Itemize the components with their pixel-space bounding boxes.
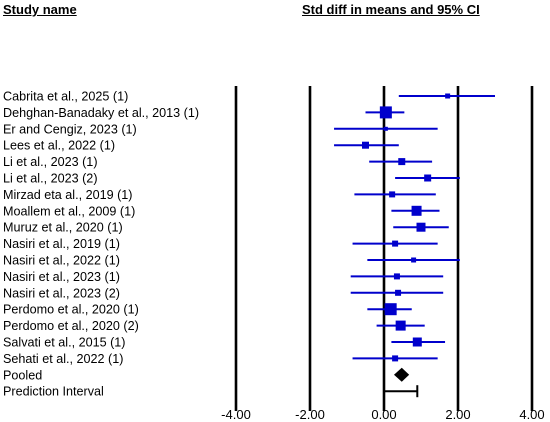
study-effect-square	[416, 222, 426, 232]
study-label: Nasiri et al., 2023 (1)	[3, 270, 120, 284]
study-name-header: Study name	[3, 2, 77, 17]
x-tick-label: -4.00	[221, 407, 251, 422]
study-label: Lees et al., 2022 (1)	[3, 139, 115, 153]
reference-lines	[234, 86, 534, 411]
x-tick-label: -2.00	[295, 407, 325, 422]
study-label: Li et al., 2023 (1)	[3, 155, 98, 169]
study-effect-square	[362, 141, 369, 149]
study-label: Er and Cengiz, 2023 (1)	[3, 122, 137, 136]
study-effect-square	[393, 273, 400, 280]
study-label: Nasiri et al., 2023 (2)	[3, 286, 120, 300]
study-label: Salvati et al., 2015 (1)	[3, 336, 126, 350]
study-effect-square	[384, 303, 397, 316]
ci-axis-header: Std diff in means and 95% CI	[302, 2, 480, 17]
study-effect-square	[411, 205, 422, 216]
study-label: Dehghan-Banadaky et al., 2013 (1)	[3, 106, 199, 120]
study-effect-square	[411, 257, 417, 263]
study-label: Perdomo et al., 2020 (1)	[3, 303, 139, 317]
x-axis-ticks: -4.00 -2.00 0.00 2.00 4.00	[221, 407, 544, 422]
study-label: Cabrita et al., 2025 (1)	[3, 90, 128, 104]
study-effect-square	[395, 320, 406, 331]
study-label: Nasiri et al., 2022 (1)	[3, 254, 120, 268]
study-label: Moallem et al., 2009 (1)	[3, 204, 135, 218]
study-label: Nasiri et al., 2019 (1)	[3, 237, 120, 251]
x-tick-label: 2.00	[445, 407, 470, 422]
study-effect-square	[392, 355, 399, 362]
study-effect-square	[383, 126, 388, 131]
study-label: Muruz et al., 2020 (1)	[3, 221, 123, 235]
study-effect-square	[389, 191, 396, 198]
study-effect-square	[445, 93, 451, 99]
pooled-diamond	[393, 367, 410, 382]
study-effect-square	[392, 240, 399, 247]
study-effect-square	[395, 289, 402, 296]
study-markers	[334, 93, 495, 398]
study-labels: Cabrita et al., 2025 (1) Dehghan-Banadaky…	[3, 90, 199, 399]
study-effect-square	[424, 174, 432, 182]
study-label: Sehati et al., 2022 (1)	[3, 352, 123, 366]
study-label: Perdomo et al., 2020 (2)	[3, 319, 139, 333]
study-effect-square	[412, 337, 422, 347]
study-effect-square	[379, 106, 392, 119]
x-tick-label: 4.00	[519, 407, 544, 422]
prediction-interval-label: Prediction Interval	[3, 385, 104, 399]
study-label: Li et al., 2023 (2)	[3, 172, 98, 186]
pooled-label: Pooled	[3, 368, 42, 382]
study-label: Mirzad eta al., 2019 (1)	[3, 188, 133, 202]
x-tick-label: 0.00	[371, 407, 396, 422]
study-effect-square	[398, 158, 406, 166]
